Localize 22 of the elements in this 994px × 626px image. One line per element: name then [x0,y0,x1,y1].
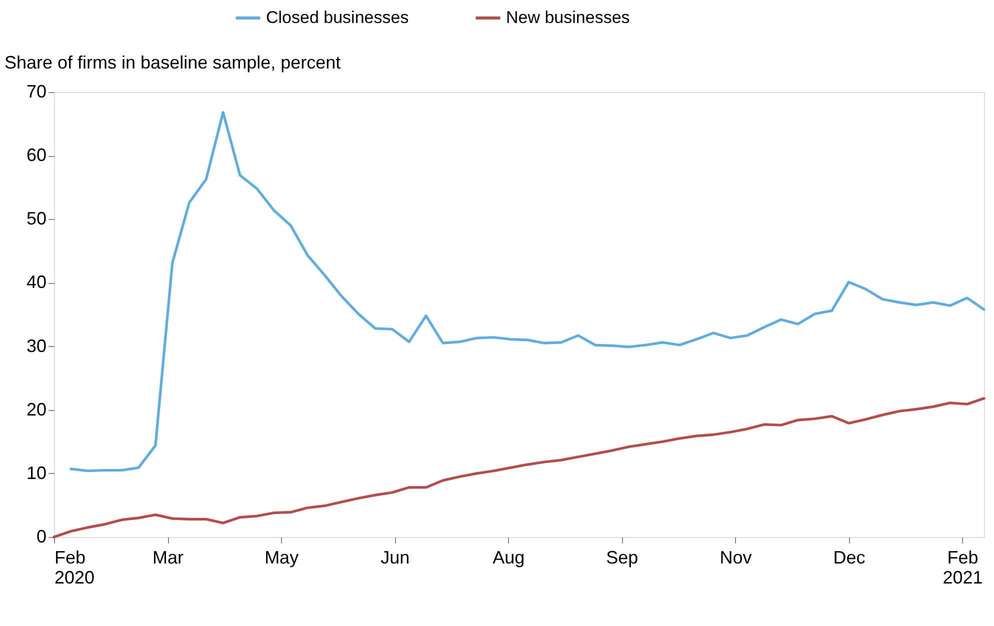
x-tick-label: Feb 2021 [942,548,983,588]
legend-label: Closed businesses [266,8,409,27]
x-tick-label: Sep [606,548,638,568]
line-series [70,111,986,472]
y-axis-title: Share of firms in baseline sample, percent [4,52,341,72]
y-tick-label: 40 [26,272,46,292]
x-tick-label: Feb 2020 [54,548,95,588]
x-tick-label: Mar [152,548,184,568]
legend-label: New businesses [506,8,630,27]
line-series [52,397,986,538]
x-tick-label: Jun [380,548,410,568]
x-tick-label: Dec [833,548,866,568]
y-tick-label: 30 [26,336,46,356]
x-tick-label: Aug [492,548,525,568]
y-tick-label: 0 [36,526,46,546]
x-tick-label: Nov [720,548,752,568]
y-tick-label: 60 [26,145,46,166]
y-tick-label: 20 [26,399,46,420]
y-tick-label: 10 [26,462,46,483]
y-tick-label: 70 [26,82,46,102]
y-tick-label: 50 [26,208,46,229]
x-tick-label: May [264,548,299,568]
